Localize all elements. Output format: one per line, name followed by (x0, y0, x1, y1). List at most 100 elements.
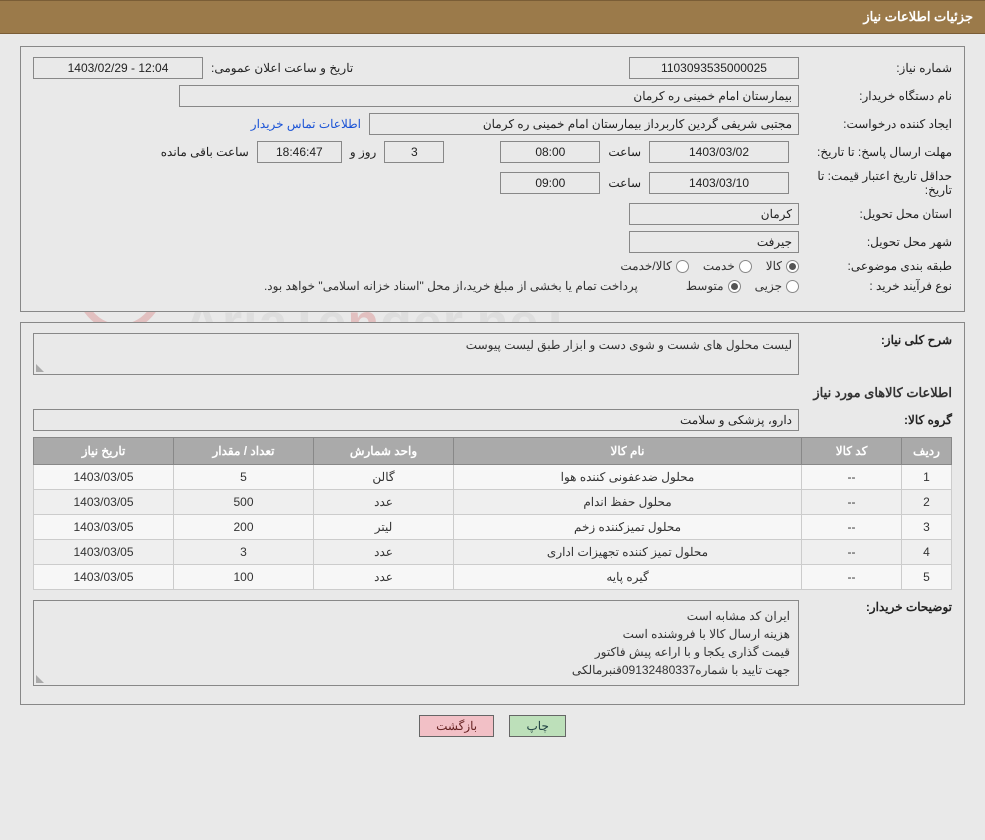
cell-idx: 4 (902, 540, 952, 565)
radio-partial-label: جزیی (755, 279, 782, 293)
cell-name: محلول تمیز کننده تجهیزات اداری (454, 540, 802, 565)
cell-code: -- (802, 540, 902, 565)
th-code: کد کالا (802, 438, 902, 465)
buyer-contact-link[interactable]: اطلاعات تماس خریدار (251, 117, 361, 131)
page-title: جزئیات اطلاعات نیاز (863, 9, 973, 24)
deadline-hour-value: 08:00 (500, 141, 600, 163)
table-header-row: ردیف کد کالا نام کالا واحد شمارش تعداد /… (34, 438, 952, 465)
general-desc-box: لیست محلول های شست و شوی دست و ابزار طبق… (33, 333, 799, 375)
deadline-date-value: 1403/03/02 (649, 141, 789, 163)
cell-unit: گالن (314, 465, 454, 490)
cell-idx: 3 (902, 515, 952, 540)
general-desc-value: لیست محلول های شست و شوی دست و ابزار طبق… (466, 338, 792, 352)
row-deadline: مهلت ارسال پاسخ: تا تاریخ: 1403/03/02 سا… (33, 141, 952, 163)
cell-name: گیره پایه (454, 565, 802, 590)
label-purchase-type: نوع فرآیند خرید : (807, 279, 952, 293)
label-subject-class: طبقه بندی موضوعی: (807, 259, 952, 273)
th-idx: ردیف (902, 438, 952, 465)
goods-info-title: اطلاعات کالاهای مورد نیاز (33, 385, 952, 401)
fieldset-need-info: شماره نیاز: 1103093535000025 تاریخ و ساع… (20, 46, 965, 312)
fieldset-goods: شرح کلی نیاز: لیست محلول های شست و شوی د… (20, 322, 965, 705)
label-days-and: روز و (350, 145, 377, 159)
goods-group-value: دارو، پزشکی و سلامت (33, 409, 799, 431)
cell-unit: لیتر (314, 515, 454, 540)
cell-date: 1403/03/05 (34, 540, 174, 565)
cell-unit: عدد (314, 565, 454, 590)
label-announce-dt: تاریخ و ساعت اعلان عمومی: (211, 61, 353, 75)
table-row: 4--محلول تمیز کننده تجهیزات اداریعدد3140… (34, 540, 952, 565)
cell-unit: عدد (314, 490, 454, 515)
button-row: چاپ بازگشت (20, 715, 965, 737)
goods-table: ردیف کد کالا نام کالا واحد شمارش تعداد /… (33, 437, 952, 590)
print-button[interactable]: چاپ (509, 715, 565, 737)
label-buyer-org: نام دستگاه خریدار: (807, 89, 952, 103)
label-buyer-notes: توضیحات خریدار: (807, 600, 952, 614)
label-province: استان محل تحویل: (807, 207, 952, 221)
resize-handle-icon (36, 675, 44, 683)
table-row: 2--محلول حفظ اندامعدد5001403/03/05 (34, 490, 952, 515)
row-price-valid: حداقل تاریخ اعتبار قیمت: تا تاریخ: 1403/… (33, 169, 952, 197)
cell-date: 1403/03/05 (34, 465, 174, 490)
radio-service[interactable]: خدمت (703, 259, 752, 273)
cell-qty: 3 (174, 540, 314, 565)
buyer-org-value: بیمارستان امام خمینی ره کرمان (179, 85, 799, 107)
radio-goods-service-label: کالا/خدمت (620, 259, 671, 273)
purchase-radio-group: جزیی متوسط پرداخت تمام یا بخشی از مبلغ خ… (264, 279, 799, 293)
resize-handle-icon (36, 364, 44, 372)
row-buyer-org: نام دستگاه خریدار: بیمارستان امام خمینی … (33, 85, 952, 107)
table-row: 3--محلول تمیزکننده زخملیتر2001403/03/05 (34, 515, 952, 540)
announce-dt-value: 12:04 - 1403/02/29 (33, 57, 203, 79)
cell-code: -- (802, 465, 902, 490)
row-general-desc: شرح کلی نیاز: لیست محلول های شست و شوی د… (33, 333, 952, 375)
subject-radio-group: کالا خدمت کالا/خدمت (620, 259, 799, 273)
cell-qty: 200 (174, 515, 314, 540)
th-date: تاریخ نیاز (34, 438, 174, 465)
buyer-notes-box: ایران کد مشابه است هزینه ارسال کالا با ف… (33, 600, 799, 686)
cell-qty: 5 (174, 465, 314, 490)
cell-idx: 2 (902, 490, 952, 515)
cell-date: 1403/03/05 (34, 515, 174, 540)
remaining-time-value: 18:46:47 (257, 141, 342, 163)
remaining-days-value: 3 (384, 141, 444, 163)
row-purchase-type: نوع فرآیند خرید : جزیی متوسط پرداخت تمام… (33, 279, 952, 293)
radio-partial[interactable]: جزیی (755, 279, 799, 293)
row-buyer-notes: توضیحات خریدار: ایران کد مشابه است هزینه… (33, 600, 952, 686)
buyer-notes-line-1: ایران کد مشابه است (42, 607, 790, 625)
th-qty: تعداد / مقدار (174, 438, 314, 465)
table-row: 5--گیره پایهعدد1001403/03/05 (34, 565, 952, 590)
back-button[interactable]: بازگشت (419, 715, 494, 737)
label-remaining: ساعت باقی مانده (161, 145, 249, 159)
cell-qty: 500 (174, 490, 314, 515)
cell-name: محلول تمیزکننده زخم (454, 515, 802, 540)
label-deadline: مهلت ارسال پاسخ: تا تاریخ: (797, 145, 952, 159)
radio-medium-label: متوسط (686, 279, 724, 293)
page-title-bar: جزئیات اطلاعات نیاز (0, 0, 985, 34)
cell-date: 1403/03/05 (34, 565, 174, 590)
cell-date: 1403/03/05 (34, 490, 174, 515)
need-no-value: 1103093535000025 (629, 57, 799, 79)
label-price-valid: حداقل تاریخ اعتبار قیمت: تا تاریخ: (797, 169, 952, 197)
buyer-notes-line-4: جهت تایید با شماره09132480337قنبرمالکی (42, 661, 790, 679)
cell-code: -- (802, 515, 902, 540)
price-valid-hour-value: 09:00 (500, 172, 600, 194)
label-general-desc: شرح کلی نیاز: (807, 333, 952, 347)
row-requester: ایجاد کننده درخواست: مجتبی شریفی گردین ک… (33, 113, 952, 135)
cell-code: -- (802, 490, 902, 515)
buyer-notes-line-2: هزینه ارسال کالا با فروشنده است (42, 625, 790, 643)
radio-goods-service[interactable]: کالا/خدمت (620, 259, 688, 273)
cell-code: -- (802, 565, 902, 590)
radio-medium[interactable]: متوسط (686, 279, 741, 293)
label-city: شهر محل تحویل: (807, 235, 952, 249)
th-unit: واحد شمارش (314, 438, 454, 465)
row-subject-class: طبقه بندی موضوعی: کالا خدمت کالا/خدمت (33, 259, 952, 273)
cell-idx: 1 (902, 465, 952, 490)
price-valid-date-value: 1403/03/10 (649, 172, 789, 194)
city-value: جیرفت (629, 231, 799, 253)
radio-goods[interactable]: کالا (766, 259, 799, 273)
label-goods-group: گروه کالا: (807, 413, 952, 427)
cell-qty: 100 (174, 565, 314, 590)
cell-unit: عدد (314, 540, 454, 565)
radio-service-label: خدمت (703, 259, 735, 273)
payment-note: پرداخت تمام یا بخشی از مبلغ خرید،از محل … (264, 279, 638, 293)
cell-idx: 5 (902, 565, 952, 590)
